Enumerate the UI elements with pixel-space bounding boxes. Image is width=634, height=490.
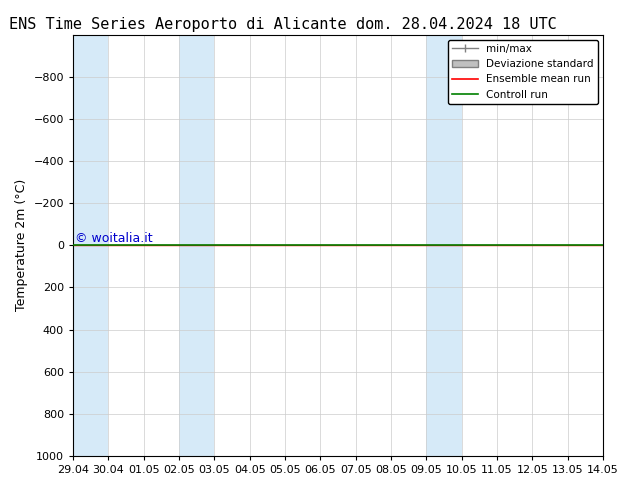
Text: ENS Time Series Aeroporto di Alicante: ENS Time Series Aeroporto di Alicante bbox=[9, 17, 346, 32]
Bar bbox=[427, 35, 462, 456]
Legend: min/max, Deviazione standard, Ensemble mean run, Controll run: min/max, Deviazione standard, Ensemble m… bbox=[448, 40, 598, 104]
Text: dom. 28.04.2024 18 UTC: dom. 28.04.2024 18 UTC bbox=[356, 17, 557, 32]
Y-axis label: Temperature 2m (°C): Temperature 2m (°C) bbox=[15, 179, 28, 312]
Text: © woitalia.it: © woitalia.it bbox=[75, 232, 152, 245]
Bar bbox=[179, 35, 214, 456]
Bar bbox=[73, 35, 108, 456]
